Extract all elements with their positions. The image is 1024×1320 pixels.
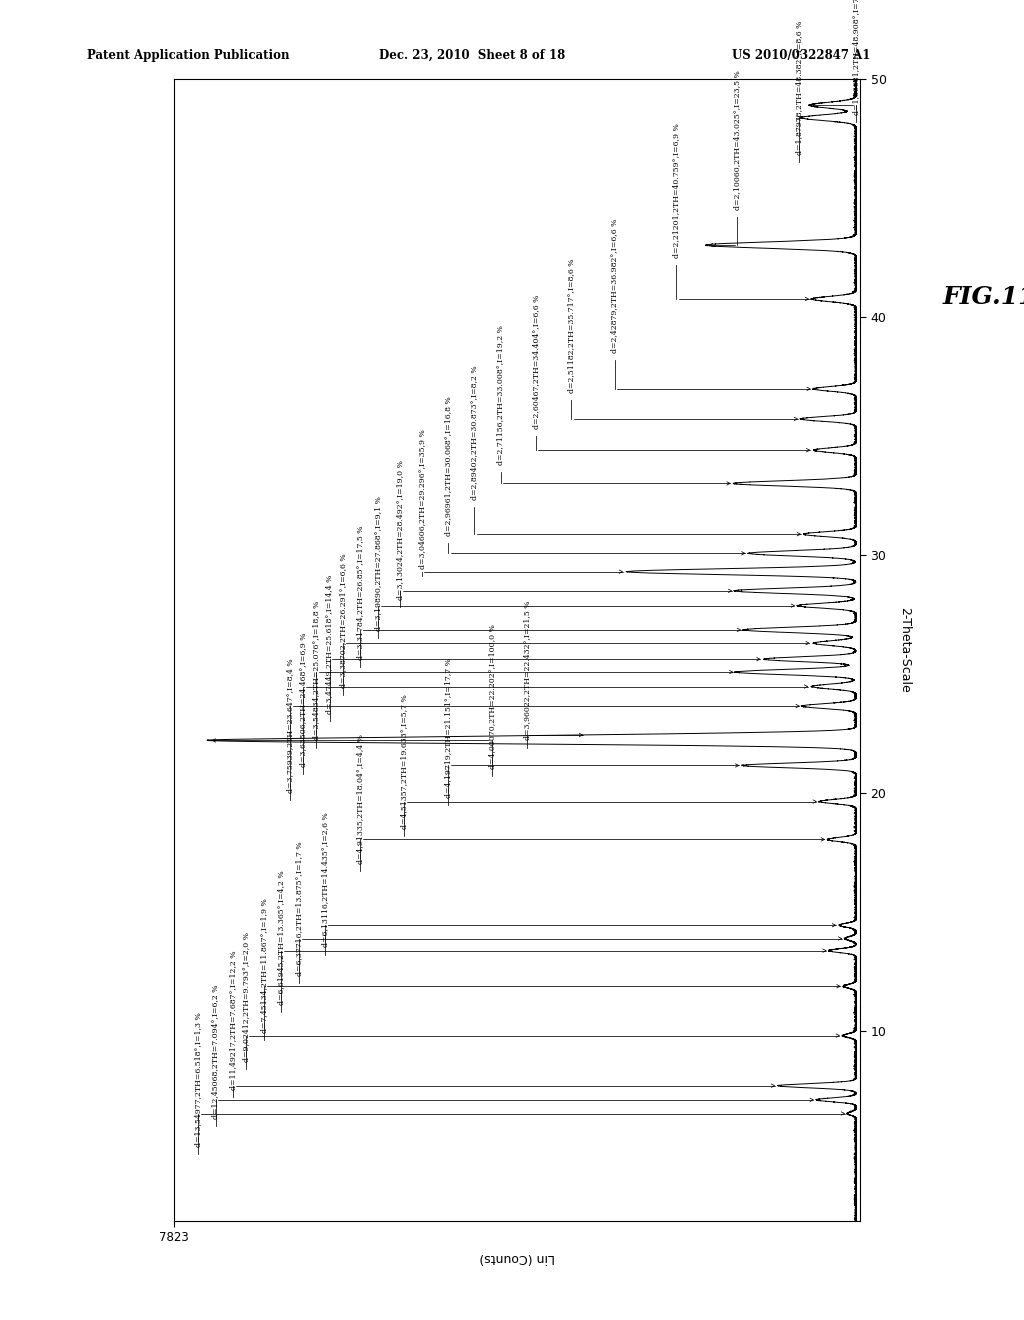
Text: d=4,19719,2TH=21.151°,I=17,7 %: d=4,19719,2TH=21.151°,I=17,7 % — [444, 657, 452, 797]
Text: d=2,21201,2TH=40.759°,I=6,9 %: d=2,21201,2TH=40.759°,I=6,9 % — [672, 123, 680, 257]
Text: d=2,60467,2TH=34.404°,I=6,6 %: d=2,60467,2TH=34.404°,I=6,6 % — [531, 294, 540, 429]
Text: d=6,13116,2TH=14.435°,I=2,6 %: d=6,13116,2TH=14.435°,I=2,6 % — [322, 813, 329, 948]
Y-axis label: 2-Theta-Scale: 2-Theta-Scale — [898, 607, 910, 693]
Text: d=2,51182,2TH=35.717°,I=8,6 %: d=2,51182,2TH=35.717°,I=8,6 % — [566, 259, 574, 393]
Text: d=2,10060,2TH=43.025°,I=23,5 %: d=2,10060,2TH=43.025°,I=23,5 % — [733, 70, 741, 210]
Text: d=2,89402,2TH=30.873°,I=8,2 %: d=2,89402,2TH=30.873°,I=8,2 % — [470, 366, 478, 500]
Text: US 2010/0322847 A1: US 2010/0322847 A1 — [732, 49, 870, 62]
Text: d=3,38702,2TH=26.291°,I=6,6 %: d=3,38702,2TH=26.291°,I=6,6 % — [339, 553, 347, 688]
Text: d=9,02412,2TH=9.793°,I=2,0 %: d=9,02412,2TH=9.793°,I=2,0 % — [243, 932, 250, 1061]
Text: Patent Application Publication: Patent Application Publication — [87, 49, 290, 62]
Text: d=3,31784,2TH=26.85°,I=17,5 %: d=3,31784,2TH=26.85°,I=17,5 % — [356, 525, 365, 660]
Text: d=2,42879,2TH=36.982°,I=6,6 %: d=2,42879,2TH=36.982°,I=6,6 % — [610, 218, 618, 352]
Text: d=2,71156,2TH=33.008°,I=19,2 %: d=2,71156,2TH=33.008°,I=19,2 % — [497, 325, 505, 465]
Text: d=3,04606,2TH=29.296°,I=35,9 %: d=3,04606,2TH=29.296°,I=35,9 % — [418, 429, 426, 569]
Text: d=3,75939,2TH=23.647°,I=8,4 %: d=3,75939,2TH=23.647°,I=8,4 % — [286, 659, 294, 793]
Text: d=3,19890,2TH=27.868°,I=9,1 %: d=3,19890,2TH=27.868°,I=9,1 % — [374, 496, 382, 631]
Text: d=7,45134,2TH=11.867°,I=1,9 %: d=7,45134,2TH=11.867°,I=1,9 % — [260, 899, 268, 1034]
Text: d=3,13024,2TH=28.492°,I=19,0 %: d=3,13024,2TH=28.492°,I=19,0 % — [395, 461, 403, 601]
Text: d=1,87978,2TH=48.382°,I=8,6 %: d=1,87978,2TH=48.382°,I=8,6 % — [795, 21, 803, 156]
Text: d=3,96022,2TH=22.432°,I=21,5 %: d=3,96022,2TH=22.432°,I=21,5 % — [523, 601, 530, 741]
Text: d=11,49217,2TH=7.687°,I=12,2 %: d=11,49217,2TH=7.687°,I=12,2 % — [229, 950, 238, 1090]
Text: d=4,00070,2TH=22.202°,I=100,0 %: d=4,00070,2TH=22.202°,I=100,0 % — [487, 624, 496, 770]
Text: d=13,54977,2TH=6.518°,I=1,3 %: d=13,54977,2TH=6.518°,I=1,3 % — [194, 1012, 202, 1147]
Text: d=6,61945,2TH=13.365°,I=4,2 %: d=6,61945,2TH=13.365°,I=4,2 % — [278, 870, 286, 1005]
Text: d=6,37716,2TH=13.875°,I=1,7 %: d=6,37716,2TH=13.875°,I=1,7 % — [295, 841, 303, 975]
Text: d=2,96961,2TH=30.068°,I=16,8 %: d=2,96961,2TH=30.068°,I=16,8 % — [444, 396, 452, 536]
Text: d=4,91335,2TH=18.04°,I=4,4 %: d=4,91335,2TH=18.04°,I=4,4 % — [356, 734, 365, 865]
X-axis label: Lin (Counts): Lin (Counts) — [479, 1251, 555, 1265]
Text: d=3,63506,2TH=24.468°,I=6,9 %: d=3,63506,2TH=24.468°,I=6,9 % — [299, 632, 307, 767]
Text: d=1,86081,2TH=48.908°,I=7,3 %: d=1,86081,2TH=48.908°,I=7,3 % — [852, 0, 860, 115]
Text: FIG.11a: FIG.11a — [942, 285, 1024, 309]
Text: d=3,54834,2TH=25.076°,I=18,8 %: d=3,54834,2TH=25.076°,I=18,8 % — [312, 601, 321, 741]
Text: d=4,51357,2TH=19.633°,I=5,7 %: d=4,51357,2TH=19.633°,I=5,7 % — [400, 694, 409, 829]
Text: d=3,47449,2TH=25.618°,I=14,4 %: d=3,47449,2TH=25.618°,I=14,4 % — [326, 576, 334, 714]
Text: Dec. 23, 2010  Sheet 8 of 18: Dec. 23, 2010 Sheet 8 of 18 — [379, 49, 565, 62]
Text: d=12,45068,2TH=7.094°,I=6,2 %: d=12,45068,2TH=7.094°,I=6,2 % — [212, 985, 219, 1119]
